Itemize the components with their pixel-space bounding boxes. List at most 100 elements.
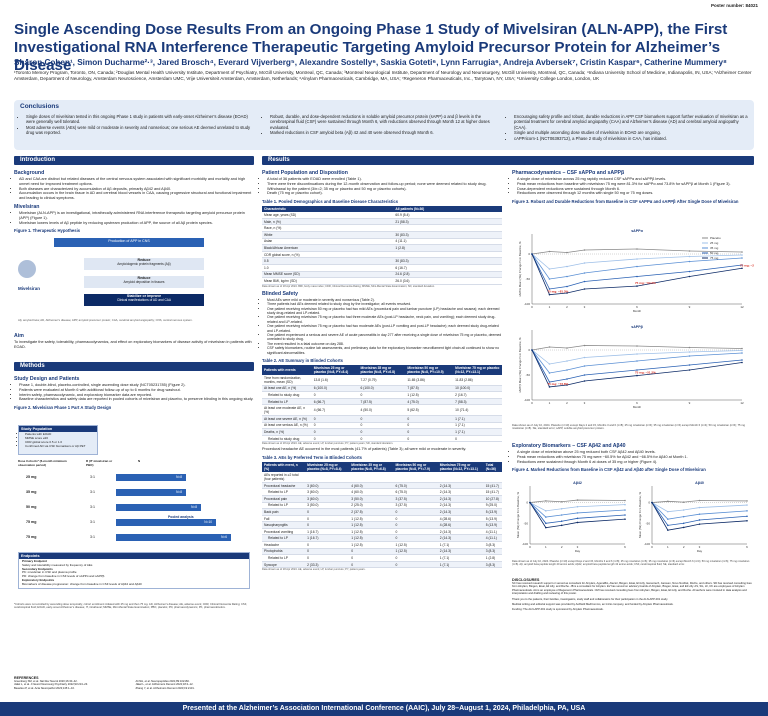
table-cell: 2 (25.0) [349,502,394,510]
data-point [576,512,579,514]
table-cell: 0 [311,435,359,443]
pharm-item: Peak mean reductions from baseline with … [517,182,754,187]
table-cell: 0 [311,391,359,399]
data-point [529,501,531,504]
conclusion-item: Marked reductions in CSF amyloid beta (A… [270,130,499,135]
table-cell: At least one severe AE, n (%) [262,415,312,423]
table-cell: 0 [358,391,406,399]
x-tick-label: 12 [740,305,744,309]
cohort-ratio: 3:1 [90,475,95,479]
table-cell: 1 (12.5) [349,521,394,529]
data-point [583,380,586,382]
table-header-cell: Patients with events [262,365,312,375]
data-point [688,364,691,366]
data-point [548,268,551,270]
table-cell: Nasopharyngitis [262,521,306,529]
data-point [667,518,669,520]
data-point [636,360,638,362]
table-cell: 6 (75.0) [393,488,438,496]
reference-item: Zhang Y, et al. Alzheimers Dement 2023;1… [135,686,195,690]
table1: Characteristic All patients (N=36) Mean a… [262,206,502,285]
table-cell: 0 [349,561,394,569]
x-tick-label: 0 [531,305,533,309]
table-header-cell: All patients (N=36) [393,206,502,213]
table-header-cell: Mivelsiran 35 mg or placebo (N=8, PY=6.8… [349,462,394,473]
table-row: Mean MMSE score (SD) 24.6 (2.8) [262,271,502,279]
data-point [741,267,743,270]
disposition-list: A total of 36 patients with EOAD were en… [262,177,502,196]
table-cell: 2 (37.5) [349,508,394,516]
annotation: 75 mg: −64.2% [635,281,656,285]
x-axis-label: Month [633,405,642,409]
fig4-note: Data shown as of July 10, 2024. Placebo … [512,560,750,567]
table-cell: 3 (8.3) [483,548,502,556]
table-cell: Time from randomization, months, mean (S… [262,375,312,386]
table-cell: 0 [305,508,350,516]
disclosures-title: DISCLOSURES [512,578,540,582]
fig1-label: Clinical manifestations of AD and CAA [116,298,172,302]
y-axis-label: Mean (SE) Change from Baseline, % [638,492,642,538]
x-tick-label: 3 [577,545,579,549]
conclusion-item: cAPPricorn-1 (NCT06393712), a Phase 2 st… [514,136,748,141]
table-cell: 3 (37.5) [393,495,438,503]
cohort-bar: N=10 [116,519,216,526]
table-cell: Black/African American [262,244,394,252]
endpoint-heading: Primary Endpoint [22,559,48,563]
table-cell: 5 (13.9) [483,515,502,523]
table-cell: Procedural headache [262,482,306,490]
data-point [682,509,685,511]
table-row: At least one moderate AE, n (%) 4 (66.7) 4… [262,404,502,416]
data-point [583,262,586,264]
table-cell: 3 (60.0) [305,482,350,490]
y-tick-label: -100 [524,302,530,306]
x-tick-label: 1 [549,305,551,309]
fig1-drug-label: Mivelsiran [18,286,41,291]
table-row: Related to LP 3 (50.0) 2 (25.0) 3 (37.5) 2 (… [262,502,502,510]
table-cell: 0 [393,528,438,536]
series-line [651,502,748,531]
table-header-cell: Mivelsiran 25 mg or placebo (N=8, PY=8.4… [311,365,359,375]
y-tick-label: -50 [526,277,531,281]
table-cell: 2 (16.7) [453,391,502,399]
legend-label: Placebo [710,236,721,240]
x-tick-label: 6 [636,401,638,405]
methods-header: Methods [14,362,254,371]
table2: Patients with events Mivelsiran 25 mg or … [262,365,502,443]
data-point [624,518,626,520]
table-cell: 15 (41.7) [483,488,502,496]
table-cell: 1 (12.5) [405,391,454,399]
blinded-safety-title: Blinded Safety [262,290,299,297]
data-point [566,251,568,254]
table-cell: 1 (12.5) [393,541,438,549]
safety-item: Most AEs were mild or moderate in severi… [267,298,502,302]
table-cell: 3 (8.3) [483,541,502,549]
table-cell: White [262,231,394,239]
table-cell: 1 (12.5) [349,515,394,523]
design-title: Study Design and Patients [14,376,80,382]
data-point [651,501,653,504]
data-point [698,519,701,521]
table-cell: 4 (11.1) [483,534,502,543]
x-tick-label: 1 [667,545,669,549]
table-cell: Race, n (%) [262,224,394,232]
table-cell: At least one AE, n (%) [262,385,312,393]
disclosures-text: SC has received research support or serv… [512,582,752,596]
table-cell [349,472,394,483]
x-tick-label: 2 [566,401,568,405]
table-cell: 3 (60.0) [305,488,350,496]
background-item: Accumulation occurs in the brain tissue … [19,191,254,201]
x-tick-label: 3 [584,305,586,309]
series-line [531,349,743,365]
table-cell: 4 (66.7) [311,404,359,416]
data-point [545,500,547,502]
x-tick-label: 0 [651,545,653,549]
cohort-bar: N=6 [116,534,231,541]
data-point [545,522,547,525]
data-point [682,522,685,525]
table-row: 1.0 6 (16.7) [262,264,502,272]
background-title: Background [14,170,45,176]
annotation: 75 mg: −51.2% [635,371,656,375]
data-point [636,353,638,355]
table-row: Male, n (%) 21 (58.3) [262,218,502,226]
chart-title: sAPPα [631,229,643,233]
